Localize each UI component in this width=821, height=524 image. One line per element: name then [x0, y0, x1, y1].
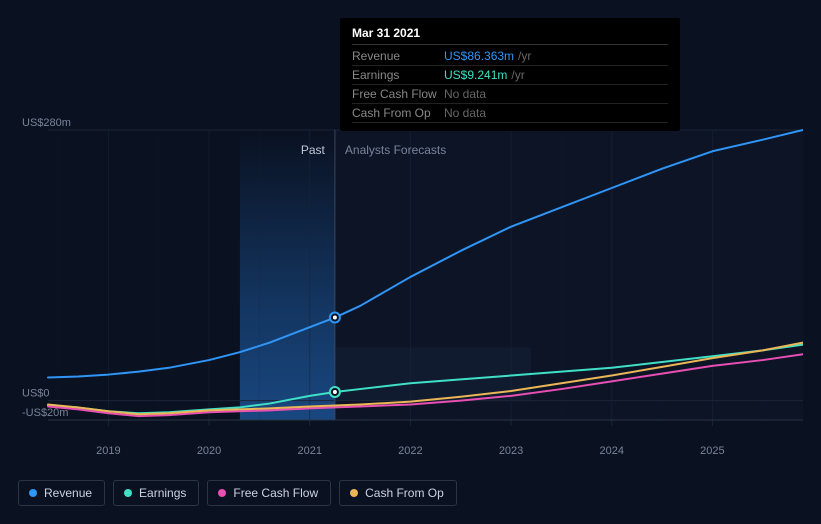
- tooltip-row: Cash From OpNo data: [352, 104, 668, 123]
- y-tick-label: US$0: [22, 388, 50, 400]
- tooltip-row: RevenueUS$86.363m/yr: [352, 47, 668, 66]
- marker-dot-earnings: [333, 390, 337, 394]
- tooltip-row: Free Cash FlowNo data: [352, 85, 668, 104]
- x-tick-label: 2024: [599, 445, 623, 457]
- legend-swatch-icon: [350, 489, 358, 497]
- legend-swatch-icon: [124, 489, 132, 497]
- legend-item-cfo[interactable]: Cash From Op: [339, 480, 457, 506]
- tooltip-metric-label: Free Cash Flow: [352, 87, 444, 101]
- tooltip-metric-value: No data: [444, 87, 486, 101]
- chart-tooltip: Mar 31 2021 RevenueUS$86.363m/yrEarnings…: [340, 18, 680, 131]
- legend-item-earnings[interactable]: Earnings: [113, 480, 199, 506]
- x-tick-label: 2020: [197, 445, 221, 457]
- legend-swatch-icon: [29, 489, 37, 497]
- legend-label: Revenue: [44, 486, 92, 500]
- tooltip-metric-value: US$86.363m: [444, 49, 514, 63]
- y-tick-label: US$280m: [22, 117, 71, 129]
- x-tick-label: 2021: [297, 445, 321, 457]
- tooltip-metric-value: No data: [444, 106, 486, 120]
- forecast-label: Analysts Forecasts: [345, 143, 446, 157]
- chart-legend: Revenue Earnings Free Cash Flow Cash From O…: [18, 480, 457, 506]
- tooltip-row: EarningsUS$9.241m/yr: [352, 66, 668, 85]
- tooltip-date: Mar 31 2021: [352, 26, 668, 45]
- marker-glow: [240, 130, 335, 420]
- legend-swatch-icon: [218, 489, 226, 497]
- legend-label: Free Cash Flow: [233, 486, 318, 500]
- legend-label: Cash From Op: [365, 486, 444, 500]
- tooltip-metric-value: US$9.241m: [444, 68, 507, 82]
- legend-label: Earnings: [139, 486, 186, 500]
- tooltip-metric-label: Earnings: [352, 68, 444, 82]
- tooltip-metric-unit: /yr: [511, 68, 524, 82]
- x-tick-label: 2023: [499, 445, 523, 457]
- x-tick-label: 2022: [398, 445, 422, 457]
- past-label: Past: [301, 143, 326, 157]
- tooltip-metric-unit: /yr: [518, 49, 531, 63]
- tooltip-metric-label: Cash From Op: [352, 106, 444, 120]
- tooltip-metric-label: Revenue: [352, 49, 444, 63]
- legend-item-fcf[interactable]: Free Cash Flow: [207, 480, 331, 506]
- y-tick-label: -US$20m: [22, 407, 68, 419]
- x-tick-label: 2025: [700, 445, 724, 457]
- x-tick-label: 2019: [96, 445, 120, 457]
- legend-item-revenue[interactable]: Revenue: [18, 480, 105, 506]
- marker-dot-revenue: [333, 316, 337, 320]
